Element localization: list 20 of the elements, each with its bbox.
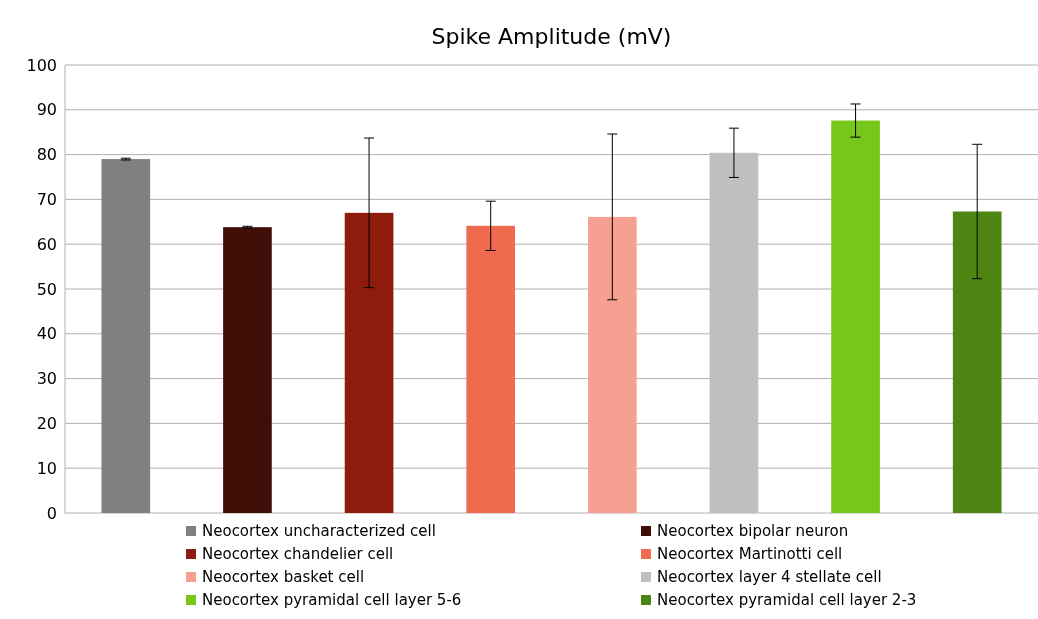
y-tick-label: 0 [46, 503, 57, 523]
legend-label: Neocortex uncharacterized cell [202, 522, 436, 541]
legend-label: Neocortex bipolar neuron [657, 522, 849, 541]
y-tick-label: 10 [36, 458, 57, 478]
y-tick-label: 60 [36, 234, 57, 254]
y-tick-label: 90 [36, 100, 57, 120]
y-tick-label: 20 [36, 414, 57, 433]
y-tick-label: 40 [36, 324, 57, 344]
y-tick-label: 100 [26, 55, 57, 75]
legend-label: Neocortex Martinotti cell [657, 545, 843, 564]
y-tick-label: 80 [36, 145, 57, 165]
y-tick-label: 50 [36, 279, 57, 299]
legend-label: Neocortex chandelier cell [202, 545, 394, 564]
y-tick-label: 30 [36, 369, 57, 389]
legend-label: Neocortex pyramidal cell layer 2-3 [657, 591, 917, 610]
legend-label: Neocortex basket cell [202, 568, 365, 587]
y-tick-label: 70 [36, 190, 57, 209]
legend-label: Neocortex pyramidal cell layer 5-6 [202, 591, 462, 610]
legend-label: Neocortex layer 4 stellate cell [657, 568, 882, 587]
chart-title: Spike Amplitude (mV) [431, 24, 672, 49]
